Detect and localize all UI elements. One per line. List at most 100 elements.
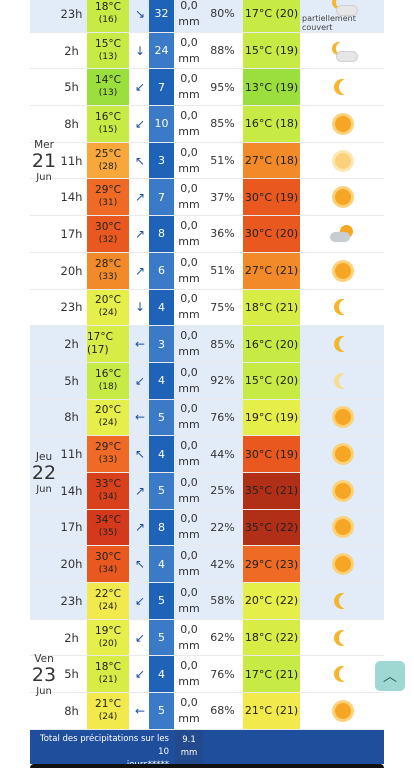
felt-temperature: 16°C (18) <box>243 106 300 142</box>
wind-direction-arrow-icon: ↖ <box>134 447 146 462</box>
precipitation-cell: 0,0 mm <box>174 473 204 509</box>
humidity: 36% <box>210 227 235 241</box>
scroll-to-top-button[interactable]: ︿ <box>375 661 405 691</box>
precipitation-unit: mm <box>178 51 200 65</box>
precipitation-unit: mm <box>178 345 200 359</box>
day-number: 22 <box>31 462 57 485</box>
forecast-row: 5h 18°C (21) ↙ 4 0,0 mm 76% 17°C (21) <box>30 656 384 694</box>
temperature-cell: 20°C (24) <box>87 289 129 326</box>
sky-condition <box>302 290 384 326</box>
day-number: 23 <box>31 663 57 686</box>
precipitation-cell: 0,0 mm <box>174 326 204 362</box>
humidity: 80% <box>210 7 235 21</box>
humidity: 76% <box>210 667 235 681</box>
forecast-row: 8h 20°C (24) ← 5 0,0 mm 76% 19°C (19) <box>30 399 384 437</box>
cloud-moon-icon <box>330 42 358 62</box>
temperature-feel: (34) <box>98 565 118 576</box>
wind-speed: 5 <box>149 399 174 436</box>
wind-direction-arrow-icon: ↙ <box>134 116 146 131</box>
wind-speed: 4 <box>149 362 174 399</box>
precipitation-cell: 0,0 mm <box>174 106 204 142</box>
sun-icon <box>335 152 351 169</box>
wind-speed: 4 <box>149 656 174 693</box>
hour-label: 8h <box>64 410 79 425</box>
partly-cloudy-night-icon <box>330 0 358 16</box>
humidity: 62% <box>210 631 235 645</box>
sky-condition <box>302 656 384 692</box>
sky-condition <box>302 69 384 105</box>
sky-condition <box>302 620 384 656</box>
wind-direction-arrow-icon: ↗ <box>134 226 146 241</box>
hour-label: 20h <box>60 557 83 572</box>
temperature-feel: (15) <box>98 124 118 135</box>
sky-condition: partiellement couvert <box>302 0 384 32</box>
chevron-up-icon: ︿ <box>383 669 397 685</box>
precipitation-cell: 0,0 mm <box>174 656 204 692</box>
precipitation-value: 0,0 <box>180 35 198 49</box>
sun-icon <box>335 189 351 206</box>
cloud-part <box>330 231 350 242</box>
temperature-feel: (13) <box>98 88 118 99</box>
forecast-row: 17h 34°C (35) ↗ 8 0,0 mm 22% 35°C (22) <box>30 509 384 547</box>
temperature-cell: 30°C (32) <box>87 216 129 252</box>
sky-condition <box>302 216 384 252</box>
temperature-feel: (33) <box>98 271 118 282</box>
precipitation-value: 0,0 <box>180 659 198 673</box>
wind-direction-arrow-icon: ↓ <box>134 43 146 58</box>
temperature-feel: (24) <box>98 418 118 429</box>
felt-temperature: 17°C (21) <box>243 656 300 693</box>
temperature-value: 17°C (17) <box>87 331 113 357</box>
day-label: Jeu 22 Jun <box>30 326 58 620</box>
sun-icon <box>335 556 351 573</box>
precipitation-unit: mm <box>178 161 200 175</box>
felt-temperature: 13°C (19) <box>243 69 300 106</box>
temperature-feel: (24) <box>98 308 118 319</box>
forecast-row: 2h 19°C (20) ↙ 5 0,0 mm 62% 18°C (22) <box>30 619 384 657</box>
precipitation-cell: 0,0 mm <box>174 253 204 289</box>
precipitation-unit: mm <box>178 234 200 248</box>
temperature-value: 16°C <box>95 110 121 123</box>
sky-condition <box>302 326 384 362</box>
precipitation-cell: 0,0 mm <box>174 363 204 399</box>
humidity: 95% <box>210 80 235 94</box>
humidity: 22% <box>210 520 235 534</box>
precipitation-value: 0,0 <box>180 329 198 343</box>
temperature-feel: (31) <box>98 198 118 209</box>
temperature-cell: 34°C (35) <box>87 509 129 546</box>
sun-icon <box>335 482 351 499</box>
temperature-feel: (13) <box>98 51 118 62</box>
hour-label: 8h <box>64 116 79 131</box>
humidity: 88% <box>210 44 235 58</box>
day-number: 21 <box>31 150 57 173</box>
sun-icon <box>335 115 351 132</box>
wind-speed: 4 <box>149 546 174 582</box>
precipitation-cell: 0,0 mm <box>174 620 204 656</box>
hour-label: 23h <box>60 593 83 608</box>
precipitation-total: Total des précipitations sur les 10 jour… <box>30 730 384 770</box>
wind-direction-arrow-icon: ↗ <box>134 190 146 205</box>
temperature-feel: (24) <box>98 711 118 722</box>
forecast-row: 2h 15°C (13) ↓ 24 0,0 mm 88% 15°C (19) <box>30 32 384 70</box>
temperature-cell: 16°C (15) <box>87 106 129 142</box>
precipitation-value: 0,0 <box>180 439 198 453</box>
felt-temperature: 15°C (19) <box>243 32 300 69</box>
wind-speed: 10 <box>149 106 174 142</box>
hour-label: 5h <box>64 80 79 95</box>
precipitation-unit: mm <box>178 381 200 395</box>
precipitation-value: 0,0 <box>180 549 198 563</box>
precipitation-cell: 0,0 mm <box>174 33 204 69</box>
temperature-value: 30°C <box>95 220 121 233</box>
wind-speed: 32 <box>149 0 174 32</box>
temperature-cell: 33°C (34) <box>87 472 129 509</box>
precipitation-unit: mm <box>178 675 200 689</box>
temperature-value: 14°C <box>95 74 121 87</box>
felt-temperature: 18°C (21) <box>243 289 300 326</box>
precipitation-value: 0,0 <box>180 365 198 379</box>
day-month: Jun <box>36 172 52 184</box>
precipitation-cell: 0,0 mm <box>174 290 204 326</box>
precipitation-value: 0,0 <box>180 218 198 232</box>
precipitation-value: 0,0 <box>180 182 198 196</box>
felt-temperature: 21°C (21) <box>243 693 300 729</box>
temperature-value: 18°C <box>95 0 121 13</box>
sky-condition <box>302 583 384 619</box>
